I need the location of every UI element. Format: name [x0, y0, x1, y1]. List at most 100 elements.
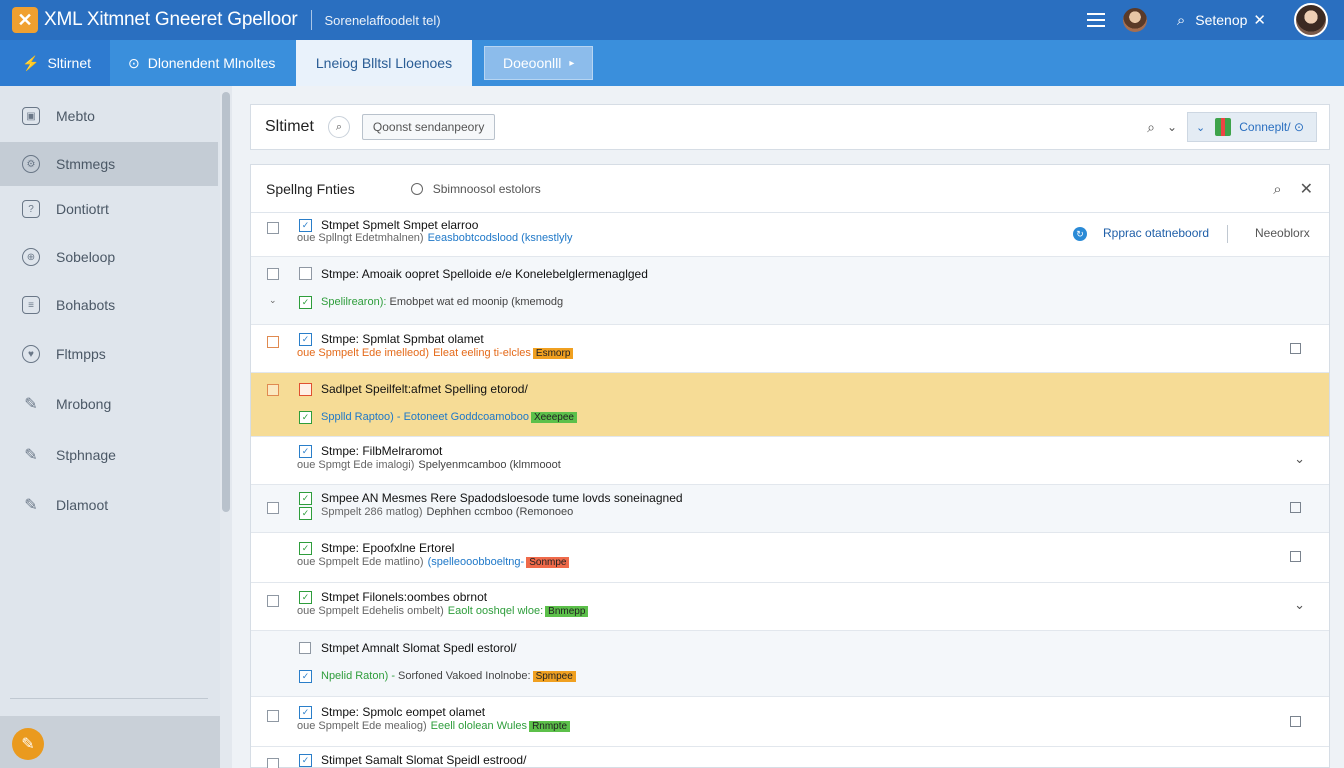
sidebar-scrollbar[interactable]	[222, 92, 230, 512]
filter-actions: ⌕ ⌄ ⌄ Conneplt/ ⊙	[1147, 105, 1317, 149]
row-detail-prefix: oue Spmpelt Edehelis ombelt)	[297, 605, 444, 617]
gift-icon	[1215, 118, 1232, 136]
sidebar-item-sobeloop[interactable]: ⊕ Sobeloop	[0, 235, 218, 279]
row-title: Stmpet Filonels:oombes obrnot	[321, 590, 488, 604]
sidebar-item-stmmegs[interactable]: ⚙ Stmmegs	[0, 142, 218, 186]
sidebar-footer: ✎	[0, 716, 220, 768]
row-title: Smpee AN Mesmes Rere Spadodsloesode tume…	[321, 491, 683, 505]
close-icon[interactable]: ✕	[1299, 181, 1313, 198]
toolbar-dropdown-button[interactable]: Doeoonlll ▸	[484, 46, 594, 80]
sidebar-item-mebto[interactable]: ▣ Mebto	[0, 94, 218, 138]
sync-icon: ↻	[1073, 227, 1087, 241]
search-icon[interactable]: ⌕	[1176, 11, 1186, 29]
row-select-box[interactable]	[1290, 502, 1301, 513]
close-icon[interactable]: ✕	[1253, 12, 1266, 29]
expand-icon[interactable]: ⌄	[269, 295, 277, 305]
sidebar-item-bohabots[interactable]: ≡ Bohabots	[0, 283, 218, 327]
edit-icon: ✓	[299, 445, 312, 458]
row-secondary-link[interactable]: Neeoblorx	[1255, 226, 1310, 240]
check-icon: ✓	[299, 296, 312, 309]
check-icon: ✓	[299, 507, 312, 520]
row-detail: oue Spmpelt Ede imelleod) Eleat eeling ti…	[297, 347, 574, 359]
table-row[interactable]: Stmpet Amnalt Slomat Spedl estorol/ ✓ Np…	[251, 631, 1329, 697]
table-row[interactable]: ✓ Stimpet Samalt Slomat Speidl estrood/	[251, 747, 1329, 768]
tab-label: Sltirnet	[47, 55, 92, 71]
row-detail-prefix: oue Spmgt Ede imalogi)	[297, 459, 415, 471]
row-detail-highlight: Eaolt ooshqel wloe:	[447, 605, 544, 617]
app-logo-icon: ✕	[12, 7, 38, 33]
connect-chip[interactable]: ⌄ Conneplt/ ⊙	[1187, 112, 1317, 142]
table-row[interactable]: ✓ ✓ Smpee AN Mesmes Rere Spadodsloesode …	[251, 485, 1329, 533]
row-title: Stmpet Amnalt Slomat Spedl estorol/	[321, 641, 517, 655]
table-row[interactable]: ✓ Stmpet Filonels:oombes obrnot oue Spmp…	[251, 583, 1329, 631]
row-checkbox[interactable]	[267, 336, 279, 348]
row-title: Stmpet Spmelt Smpet elarroo	[321, 218, 479, 232]
row-checkbox[interactable]	[267, 222, 279, 234]
user-icon[interactable]	[1122, 8, 1147, 32]
filter-input[interactable]: Qoonst sendanpeory	[361, 114, 496, 140]
avatar[interactable]	[1294, 3, 1328, 37]
row-checkbox[interactable]	[267, 384, 279, 396]
main-content: Sltimet ⌕ Qoonst sendanpeory ⌕ ⌄ ⌄ Conne…	[232, 86, 1344, 768]
row-title: Stmpe: Spmlat Spmbat olamet	[321, 332, 484, 346]
bolt-icon: ⚡	[22, 54, 40, 71]
search-icon[interactable]: ⌕	[1273, 180, 1282, 198]
row-title: Stmpe: Spmolc eompet olamet	[321, 705, 486, 719]
chevron-down-icon[interactable]: ⌄	[1294, 597, 1305, 612]
tab-dlonendent[interactable]: ⊙ Dlonendent Mlnoltes	[110, 40, 296, 86]
row-checkbox[interactable]	[267, 758, 279, 768]
sidebar-item-stphnage[interactable]: ✎ Stphnage	[0, 433, 218, 477]
status-badge: Esmorp	[532, 348, 574, 359]
table-row[interactable]: ✓ Stmpe: Epoofxlne Ertorel oue Spmpelt E…	[251, 533, 1329, 583]
edit-icon: ✓	[299, 219, 312, 232]
sidebar-item-dlamoot[interactable]: ✎ Dlamoot	[0, 483, 218, 527]
table-row[interactable]: ✓ Stmpe: FilbMelraromot oue Spmgt Ede im…	[251, 437, 1329, 485]
sidebar-item-label: Fltmpps	[56, 346, 106, 362]
row-select-box[interactable]	[1290, 551, 1301, 562]
table-row[interactable]: ✓ Stmpe: Spmlat Spmbat olamet oue Spmpel…	[251, 325, 1329, 373]
search-label[interactable]: Setenop	[1195, 12, 1248, 28]
row-detail: oue Spmgt Ede imalogi) Spelyenmcamboo (kl…	[297, 459, 561, 471]
search-icon[interactable]: ⌕	[1147, 118, 1155, 135]
row-detail-prefix: oue Spmpelt Ede matlino)	[297, 556, 424, 568]
sidebar-item-fltmpps[interactable]: ♥ Fltmpps	[0, 332, 218, 376]
checkbox-icon	[299, 642, 311, 654]
row-detail-prefix: Npelid Raton) -	[321, 670, 395, 682]
row-checkbox[interactable]	[267, 268, 279, 280]
edit-icon: ✓	[299, 706, 312, 719]
title-separator	[311, 10, 313, 30]
row-detail: oue Spmpelt Ede mealiog) Eeell ololean Wu…	[297, 720, 571, 732]
row-select-box[interactable]	[1290, 716, 1301, 727]
row-checkbox[interactable]	[267, 502, 279, 514]
sidebar-item-mrobong[interactable]: ✎ Mrobong	[0, 382, 218, 426]
target-icon: ⊙	[128, 54, 140, 71]
row-detail-prefix: oue Spllngt Edetmhalnen)	[297, 232, 424, 244]
sidebar-item-label: Sobeloop	[56, 249, 116, 265]
chevron-down-icon[interactable]: ⌄	[1166, 120, 1178, 134]
menu-icon[interactable]	[1086, 13, 1105, 27]
tab-sltirnet[interactable]: ⚡ Sltirnet	[0, 40, 110, 86]
row-checkbox[interactable]	[267, 595, 279, 607]
row-action-link[interactable]: Rpprac otatneboord	[1103, 226, 1210, 240]
tab-lneiog-active[interactable]: Lneiog Blltsl Lloenoes	[296, 40, 472, 86]
table-row[interactable]: Stmpe: Amoaik oopret Spelloide e/e Konel…	[251, 257, 1329, 325]
pen-icon: ✎	[24, 447, 38, 464]
sidebar-item-dontiotrt[interactable]: ? Dontiotrt	[0, 187, 218, 231]
search-icon[interactable]: ⌕	[327, 116, 350, 138]
table-row[interactable]: ✓ Stmpe: Spmolc eompet olamet oue Spmpel…	[251, 697, 1329, 747]
chevron-down-icon: ⌄	[1196, 121, 1206, 134]
table-row[interactable]: ✓ Stmpet Spmelt Smpet elarroo oue Spllng…	[251, 213, 1329, 257]
app-title: XML Xitmnet Gneeret Gpelloor	[44, 9, 298, 30]
titlebar-actions: ⌕ Setenop ✕	[1086, 0, 1344, 40]
row-checkbox[interactable]	[267, 710, 279, 722]
chevron-down-icon[interactable]: ⌄	[1294, 451, 1305, 466]
row-detail-text: Sorfoned Vakoed Inolnobe:	[398, 670, 531, 682]
edit-icon: ✓	[299, 333, 312, 346]
checkbox-icon	[299, 267, 312, 280]
row-separator	[1227, 225, 1228, 243]
tab-label: Lneiog Blltsl Lloenoes	[315, 55, 453, 71]
table-row-highlighted[interactable]: Sadlpet Speilfelt:afmet Spelling etorod/…	[251, 373, 1329, 437]
edit-fab-icon[interactable]: ✎	[12, 728, 44, 760]
row-select-box[interactable]	[1290, 343, 1301, 354]
row-detail-highlight: Eeell ololean Wules	[430, 720, 528, 732]
